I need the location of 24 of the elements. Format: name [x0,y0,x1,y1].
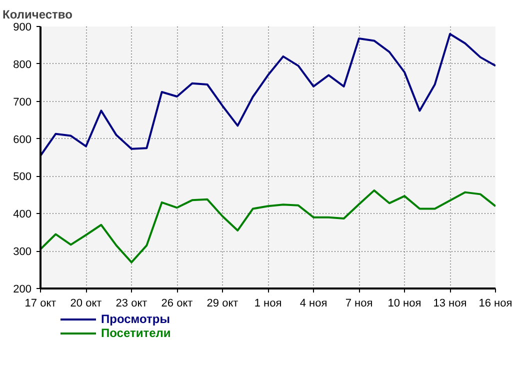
x-tick-label: 17 окт [24,298,56,310]
legend-label: Просмотры [101,312,170,326]
x-tick-label: 1 ноя [254,298,282,310]
x-tick-label: 23 окт [116,298,148,310]
x-tick-label: 13 ноя [433,298,467,310]
x-tick-label: 10 ноя [388,298,422,310]
x-tick-label: 20 окт [70,298,102,310]
x-tick-label: 7 ноя [345,298,373,310]
y-tick-label: 700 [13,96,32,108]
y-tick-label: 400 [13,208,32,221]
x-tick-label: 4 ноя [300,298,328,310]
y-tick-label: 800 [13,58,32,71]
x-tick-label: 16 ноя [478,298,512,310]
y-tick-label: 500 [13,171,32,184]
legend-label: Посетители [101,326,171,340]
y-axis-title: Количество [2,8,72,22]
y-tick-label: 900 [13,22,32,34]
line-series [40,32,496,157]
y-tick-label: 200 [13,284,32,296]
line-series [40,189,496,264]
y-tick-label: 600 [13,134,32,146]
y-tick-label: 300 [13,246,32,258]
x-tick-label: 29 окт [206,298,238,310]
x-tick-label: 26 окт [161,298,193,310]
